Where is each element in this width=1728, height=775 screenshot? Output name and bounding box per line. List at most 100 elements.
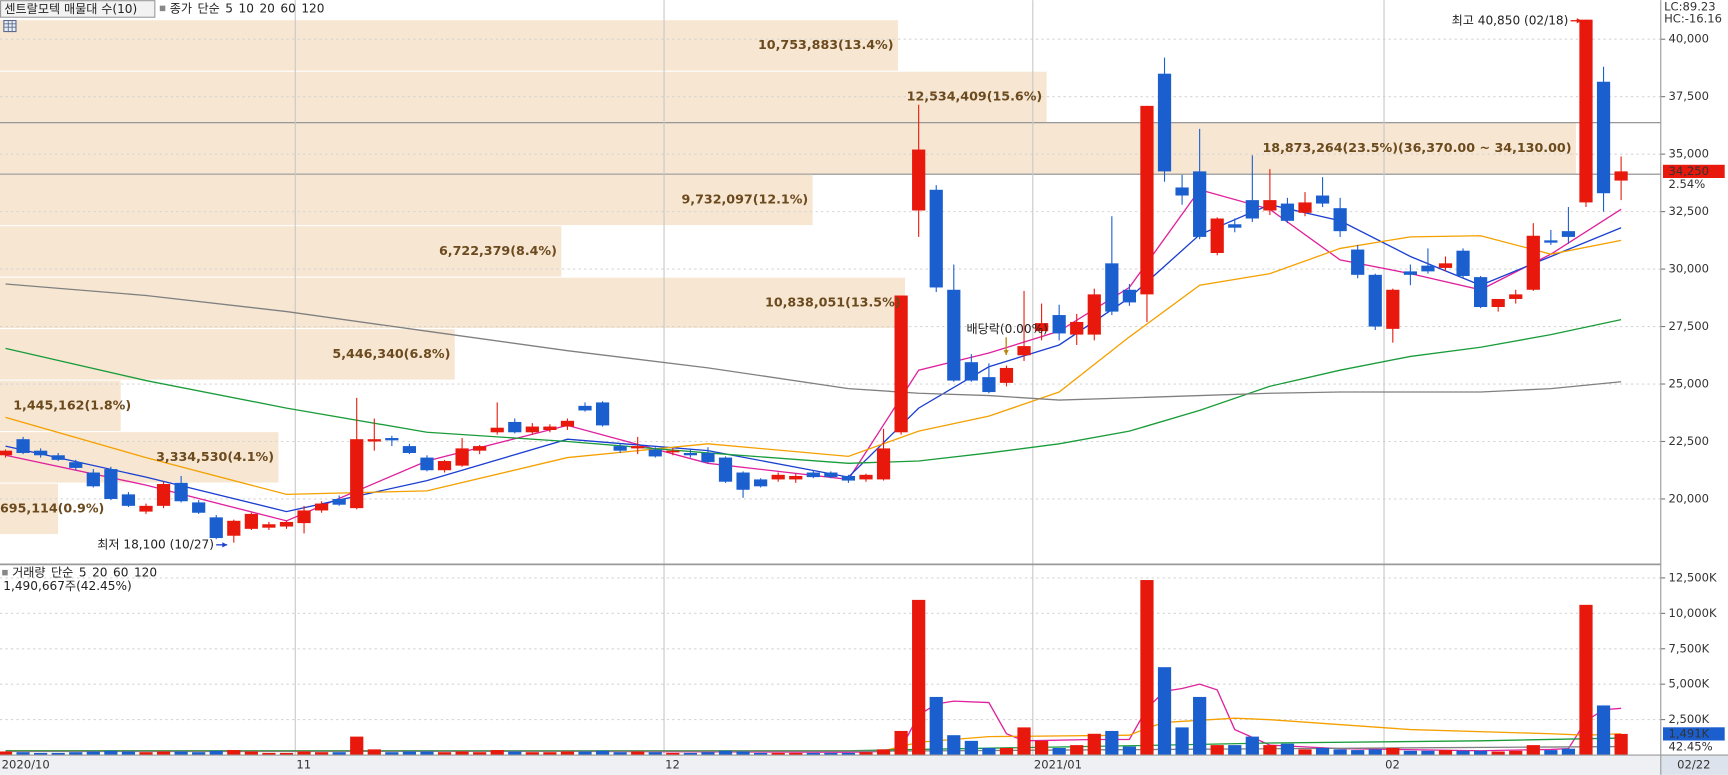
annotation-arrowhead [1003, 350, 1009, 355]
candle-body [1140, 105, 1154, 295]
volume-bar [595, 750, 610, 756]
volume-bar [455, 751, 469, 756]
high-annotation: 최고 40,850 (02/18) [1452, 13, 1569, 27]
volume-bar [1509, 750, 1523, 756]
profile-label: 10,753,883(13.4%) [758, 37, 894, 52]
volume-bar [1140, 580, 1154, 756]
profile-label: 1,445,162(1.8%) [13, 397, 131, 412]
annotation-arrowhead [1576, 18, 1582, 24]
y-tick-label: 32,500 [1668, 204, 1708, 218]
candle-body [1351, 249, 1365, 275]
candle-body [1403, 271, 1417, 275]
volume-bar [736, 751, 750, 756]
candle-body [525, 426, 539, 433]
x-tick-label: 2021/01 [1034, 757, 1082, 771]
volume-bar [367, 749, 381, 756]
volume-bar [51, 752, 65, 756]
volume-bar [1403, 750, 1417, 756]
volume-bar [1228, 745, 1242, 756]
candle-body [718, 457, 733, 482]
volume-bar [16, 752, 30, 756]
chart-title: 센트랄모텍 매물대 수(10) [4, 2, 137, 16]
volume-bar [1438, 750, 1453, 756]
volume-bar [1596, 705, 1611, 756]
candle-body [1017, 346, 1031, 356]
y-tick-label: 27,500 [1668, 319, 1708, 333]
candle-body [1175, 187, 1189, 196]
candle-body [209, 517, 223, 539]
volume-bar [1456, 750, 1470, 756]
candle-body [1245, 200, 1259, 219]
volume-bar [789, 752, 803, 756]
candle-body [1474, 277, 1488, 308]
volume-bar [209, 750, 223, 756]
volume-bar [1561, 748, 1576, 756]
volume-bar [1579, 604, 1593, 756]
candle-body [1263, 200, 1277, 211]
volume-bar [69, 752, 83, 756]
table-icon[interactable] [3, 19, 17, 33]
candle-body [350, 439, 364, 509]
candle-body [947, 289, 961, 381]
candle-body [1596, 81, 1611, 194]
legend-item: 60 [113, 566, 128, 580]
profile-bar [0, 432, 279, 483]
volume-bar [1070, 745, 1084, 756]
volume-bar [876, 749, 891, 756]
legend-marker [2, 569, 8, 576]
candle-body [964, 362, 978, 381]
volume-bar [1034, 740, 1049, 756]
ma-line [5, 235, 1622, 496]
candle-body [437, 461, 452, 471]
y-tick-label: 5,000K [1668, 677, 1709, 691]
volume-bar [279, 752, 294, 756]
volume-bar [244, 751, 258, 756]
grid [0, 0, 1666, 756]
candle-body [841, 475, 856, 481]
volume-bar [1474, 750, 1488, 756]
candle-body [1298, 202, 1312, 213]
profile-bar [0, 174, 813, 226]
candle-body [1526, 235, 1540, 290]
candle-body [402, 446, 417, 453]
profile-label: 12,534,409(15.6%) [907, 88, 1043, 103]
candle-body [648, 449, 662, 457]
candle-body [121, 494, 136, 506]
volume-bar [34, 752, 48, 756]
legend-marker [159, 5, 166, 12]
candle-body [1456, 250, 1470, 276]
candle-body [613, 446, 627, 451]
profile-label: 10,838,051(13.5%) [765, 294, 901, 309]
table-icon-lines [4, 21, 17, 33]
candle-body [1491, 298, 1505, 308]
volume-bar [1368, 749, 1382, 756]
candle-body [34, 450, 48, 456]
profile-label: 18,873,264(23.5%)(36,370.00 ~ 34,130.00) [1262, 140, 1571, 155]
volume-bar [473, 752, 487, 756]
candle-body [1368, 274, 1382, 327]
y-tick-label: 7,500K [1668, 641, 1709, 655]
volume-bar [859, 752, 873, 756]
last-price-box [1662, 164, 1725, 179]
volume-bar [543, 752, 557, 756]
legend-item: 60 [280, 1, 295, 15]
candle-body [1509, 294, 1523, 299]
candle-body [1421, 265, 1435, 272]
volume-bar [104, 750, 118, 756]
legend-item: 120 [134, 566, 157, 580]
volume-bar [666, 752, 680, 756]
volume-bar [525, 752, 539, 756]
legend-item: 단순 [51, 566, 73, 580]
volume-bar [1175, 727, 1189, 756]
profile-bar [0, 329, 455, 380]
volume-bar [490, 750, 504, 756]
legend-item: 5 [225, 1, 233, 15]
candle-body [894, 295, 908, 433]
volume-bar [174, 751, 188, 756]
volume-bar [1526, 745, 1540, 756]
last-price: 34,250 [1668, 164, 1708, 178]
volume-bar [332, 752, 346, 756]
candle-body [420, 457, 434, 471]
